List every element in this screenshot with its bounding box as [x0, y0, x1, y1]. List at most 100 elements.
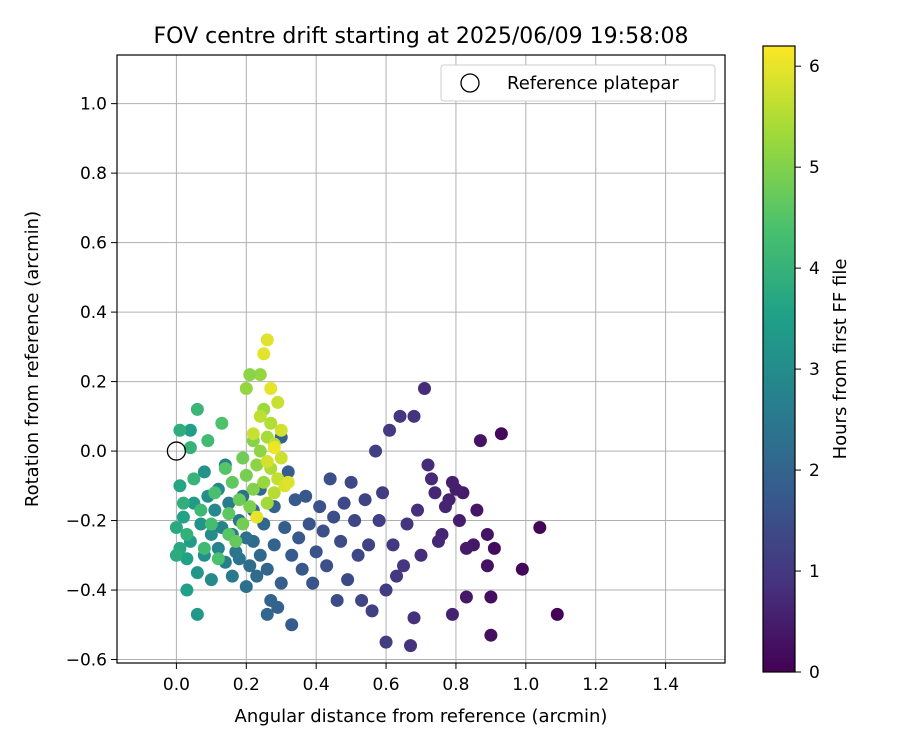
data-point — [424, 472, 438, 486]
data-point — [285, 548, 299, 562]
data-point — [173, 479, 187, 493]
data-point — [260, 333, 274, 347]
y-tick-label: 1.0 — [80, 95, 107, 115]
data-point — [222, 507, 236, 521]
data-point — [411, 503, 425, 517]
data-point — [414, 548, 428, 562]
data-point — [365, 604, 379, 618]
data-point — [306, 576, 320, 590]
x-tick-label: 1.4 — [652, 675, 679, 695]
data-point — [400, 517, 414, 531]
data-point — [190, 566, 204, 580]
colorbar-tick-label: 1 — [809, 562, 820, 582]
data-point — [470, 503, 484, 517]
data-point — [225, 569, 239, 583]
colorbar-tick-label: 3 — [809, 360, 820, 380]
data-point — [201, 434, 215, 448]
y-axis-ticks: −0.6 −0.4 −0.2 0.0 0.2 0.4 0.6 0.8 1.0 — [66, 95, 117, 671]
colorbar-label: Hours from first FF file — [830, 259, 851, 460]
data-point — [246, 482, 260, 496]
legend-box — [440, 64, 716, 102]
colorbar-tick-label: 6 — [809, 57, 820, 77]
colorbar-tick-label: 0 — [809, 663, 820, 683]
data-point — [197, 465, 211, 479]
data-point — [274, 576, 288, 590]
y-tick-label: −0.6 — [66, 651, 107, 671]
data-point — [274, 451, 288, 465]
legend: Reference platepar — [440, 64, 716, 102]
y-tick-label: 0.2 — [80, 373, 107, 393]
y-tick-label: 0.4 — [80, 303, 107, 323]
x-tick-label: 0.6 — [373, 675, 400, 695]
x-tick-label: 1.0 — [512, 675, 539, 695]
data-point — [383, 423, 397, 437]
reference-platepar-marker — [166, 441, 187, 461]
data-point — [386, 538, 400, 552]
data-point — [204, 517, 218, 531]
legend-label: Reference platepar — [507, 73, 679, 94]
data-point — [480, 559, 494, 573]
data-point — [169, 548, 183, 562]
data-point — [215, 416, 229, 430]
data-point — [323, 472, 337, 486]
chart-title: FOV centre drift starting at 2025/06/09 … — [154, 24, 689, 49]
data-point — [260, 607, 274, 621]
data-point — [218, 461, 232, 475]
data-point — [550, 607, 564, 621]
data-point — [180, 583, 194, 597]
data-point — [250, 510, 264, 524]
colorbar-ticks: 0 1 2 3 4 5 6 — [795, 57, 820, 683]
x-tick-label: 0.4 — [303, 675, 330, 695]
data-point — [379, 635, 393, 649]
data-point — [253, 444, 267, 458]
data-point — [194, 517, 208, 531]
colorbar-tick-label: 5 — [809, 158, 820, 178]
data-point — [404, 639, 418, 653]
data-point — [264, 382, 278, 396]
data-point — [407, 409, 421, 423]
data-point — [243, 368, 257, 382]
data-point — [351, 548, 365, 562]
x-tick-label: 0.0 — [163, 675, 190, 695]
data-point — [337, 496, 351, 510]
data-point — [264, 416, 278, 430]
data-point — [225, 475, 239, 489]
data-point — [257, 347, 271, 361]
data-point — [208, 503, 222, 517]
data-point — [239, 468, 253, 482]
data-point — [243, 500, 257, 514]
data-point — [390, 569, 404, 583]
data-point — [246, 427, 260, 441]
data-point — [239, 531, 253, 545]
data-point — [243, 559, 257, 573]
data-point — [264, 593, 278, 607]
y-axis-label: Rotation from reference (arcmin) — [22, 211, 43, 507]
data-point — [459, 590, 473, 604]
x-axis-label: Angular distance from reference (arcmin) — [235, 706, 608, 727]
data-point — [341, 573, 355, 587]
data-point — [187, 472, 201, 486]
data-point — [372, 514, 386, 528]
data-point — [473, 434, 487, 448]
data-point — [316, 524, 330, 538]
data-point — [183, 441, 197, 455]
data-point — [369, 444, 383, 458]
data-point — [313, 500, 327, 514]
data-point — [428, 486, 442, 500]
data-point — [438, 500, 452, 514]
data-point — [281, 465, 295, 479]
colorbar: 0 1 2 3 4 5 6 Hours from first FF file — [762, 45, 851, 683]
data-point — [348, 514, 362, 528]
data-point — [480, 527, 494, 541]
data-point — [302, 517, 316, 531]
data-point — [309, 545, 323, 559]
data-point — [330, 593, 344, 607]
data-point — [239, 382, 253, 396]
data-point — [169, 521, 183, 535]
data-point — [250, 569, 264, 583]
data-point — [194, 503, 208, 517]
data-point — [180, 527, 194, 541]
data-point — [190, 607, 204, 621]
y-tick-label: 0.8 — [80, 164, 107, 184]
